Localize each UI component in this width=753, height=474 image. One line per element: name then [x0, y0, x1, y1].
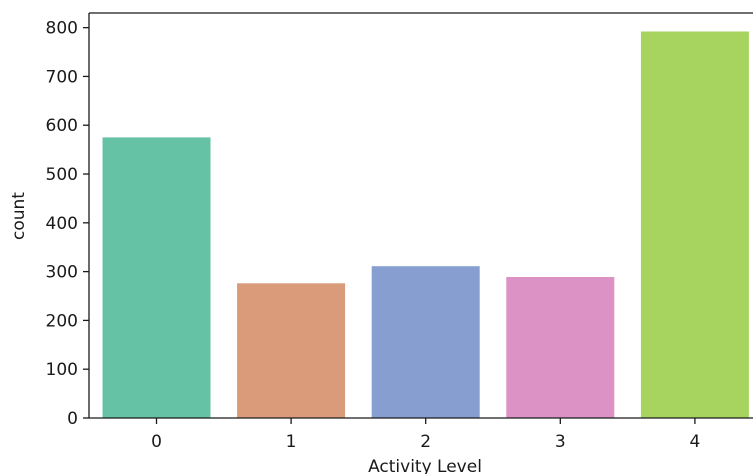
y-axis-title: count [9, 192, 29, 240]
y-tick-label: 0 [67, 409, 78, 429]
y-axis-ticks: 0 100 200 300 400 500 600 700 800 [46, 19, 89, 429]
x-tick-label: 4 [689, 432, 700, 452]
x-axis-title: Activity Level [368, 457, 482, 474]
y-tick-label: 100 [46, 360, 78, 380]
bar-2 [371, 266, 480, 418]
y-tick-label: 200 [46, 311, 78, 331]
bar-0 [102, 137, 211, 418]
y-tick-label: 500 [46, 165, 78, 185]
y-tick-label: 400 [46, 214, 78, 234]
x-tick-label: 0 [151, 432, 162, 452]
y-tick-label: 800 [46, 19, 78, 39]
x-tick-label: 3 [555, 432, 566, 452]
bar-1 [237, 283, 346, 418]
y-tick-label: 300 [46, 263, 78, 283]
x-tick-label: 2 [420, 432, 431, 452]
x-axis-ticks: 0 1 2 3 4 [151, 418, 700, 452]
y-tick-label: 600 [46, 116, 78, 136]
bar-3 [506, 277, 615, 418]
x-tick-label: 1 [286, 432, 297, 452]
bar-4 [640, 31, 749, 418]
bars [102, 31, 749, 418]
y-tick-label: 700 [46, 67, 78, 87]
